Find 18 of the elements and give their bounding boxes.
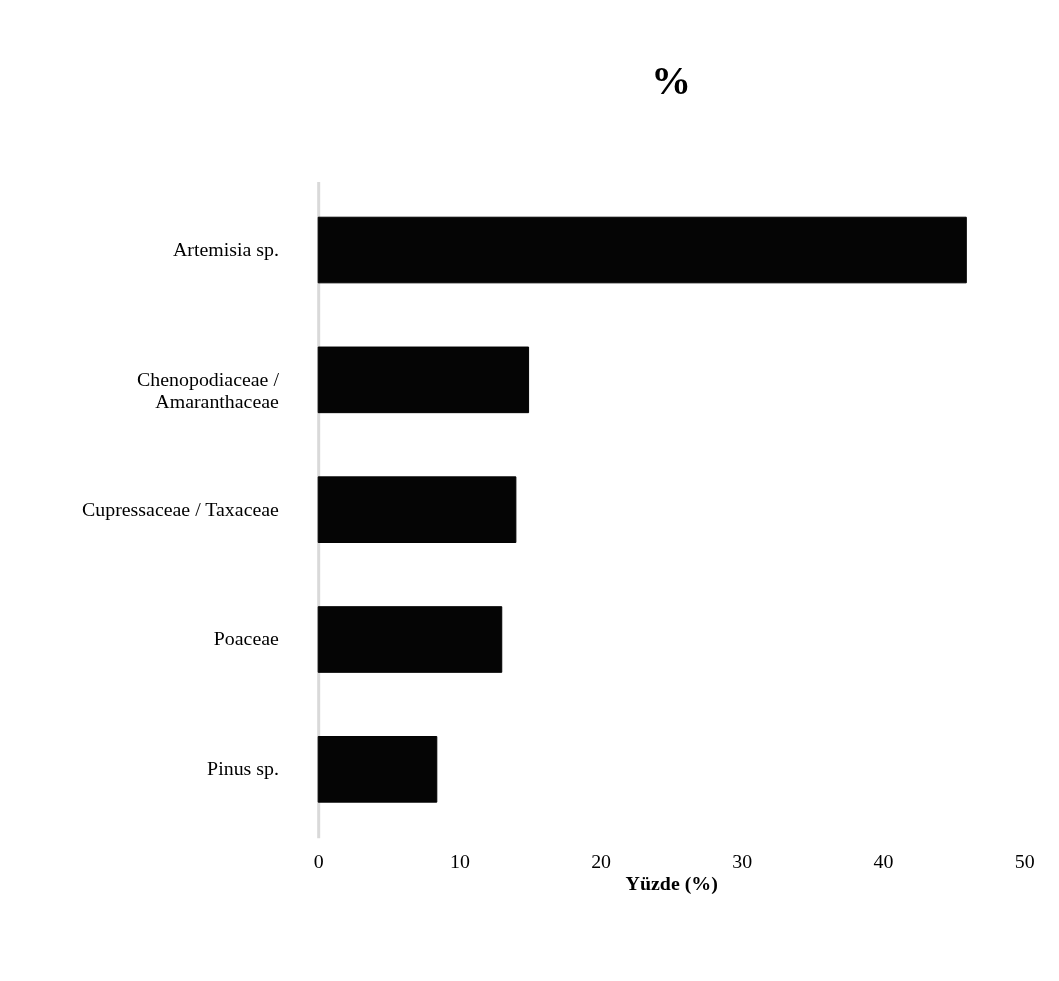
bar: [317, 476, 517, 543]
y-tick-label: Pinus sp.: [207, 757, 279, 780]
x-tick-label: 50: [1014, 850, 1035, 873]
y-tick-label: Artemisia sp.: [172, 237, 279, 260]
bar: [317, 736, 438, 803]
y-tick-label: Chenopodiaceae / Amaranthaceae: [137, 367, 280, 412]
bar: [317, 216, 967, 284]
bar: [317, 606, 503, 673]
x-tick-label: 20: [591, 850, 612, 873]
x-axis-title: Yüzde (%): [625, 872, 718, 896]
x-tick-label: 40: [873, 850, 894, 873]
x-tick-label: 30: [732, 850, 753, 873]
chart-title: %: [651, 59, 692, 104]
x-tick-label: 10: [449, 850, 470, 873]
y-tick-label: Poaceae: [213, 627, 280, 650]
y-tick-label: Cupressaceae / Taxaceae: [82, 497, 280, 520]
bar: [317, 346, 530, 414]
x-tick-label: 0: [313, 850, 324, 873]
